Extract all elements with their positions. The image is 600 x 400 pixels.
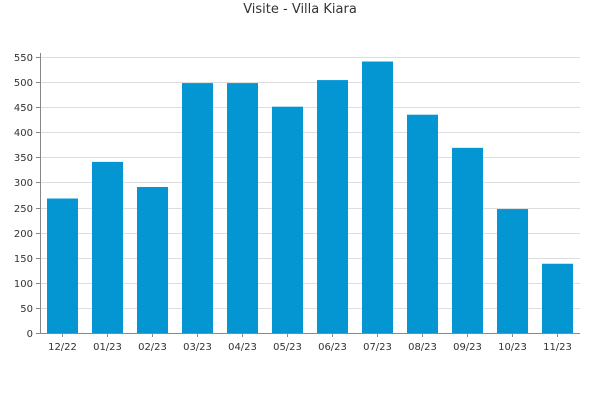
x-tick-label: 09/23	[453, 342, 482, 353]
x-tick-label: 08/23	[408, 342, 437, 353]
y-tick-label: 150	[14, 254, 33, 265]
x-tick-label: 12/22	[48, 342, 77, 353]
y-tick-label: 200	[14, 229, 33, 240]
bar	[182, 83, 213, 333]
y-tick-label: 300	[14, 178, 33, 189]
tick-labels: 0 50 100 150 200 250 300 350 400 450 500 550 12/22 01…	[14, 53, 572, 353]
bar	[137, 186, 168, 333]
x-tick-label: 05/23	[273, 342, 302, 353]
y-tick-label: 350	[14, 153, 33, 164]
bars	[47, 61, 573, 334]
x-tick-label: 11/23	[543, 342, 572, 353]
bar	[452, 147, 483, 333]
y-tick-label: 250	[14, 204, 33, 215]
y-tick-label: 550	[14, 53, 33, 64]
bar	[47, 198, 78, 333]
bar	[407, 114, 438, 333]
x-tick-label: 01/23	[93, 342, 122, 353]
y-tick-label: 500	[14, 78, 33, 89]
y-tick-label: 0	[27, 329, 33, 340]
bar	[317, 80, 348, 333]
bar	[92, 161, 123, 333]
chart-title: Visite - Villa Kiara	[243, 2, 357, 17]
x-tick-label: 06/23	[318, 342, 347, 353]
gridlines	[40, 57, 580, 309]
bar	[542, 263, 573, 333]
bar	[497, 209, 528, 333]
x-tick-label: 04/23	[228, 342, 257, 353]
axes	[36, 53, 580, 337]
bar	[272, 106, 303, 334]
x-tick-label: 07/23	[363, 342, 392, 353]
x-tick-label: 03/23	[183, 342, 212, 353]
bar	[227, 83, 258, 333]
x-tick-label: 02/23	[138, 342, 167, 353]
y-tick-label: 450	[14, 103, 33, 114]
y-tick-label: 400	[14, 128, 33, 139]
bar	[362, 61, 393, 334]
y-tick-label: 50	[20, 304, 33, 315]
x-tick-label: 10/23	[498, 342, 527, 353]
y-tick-label: 100	[14, 279, 33, 290]
